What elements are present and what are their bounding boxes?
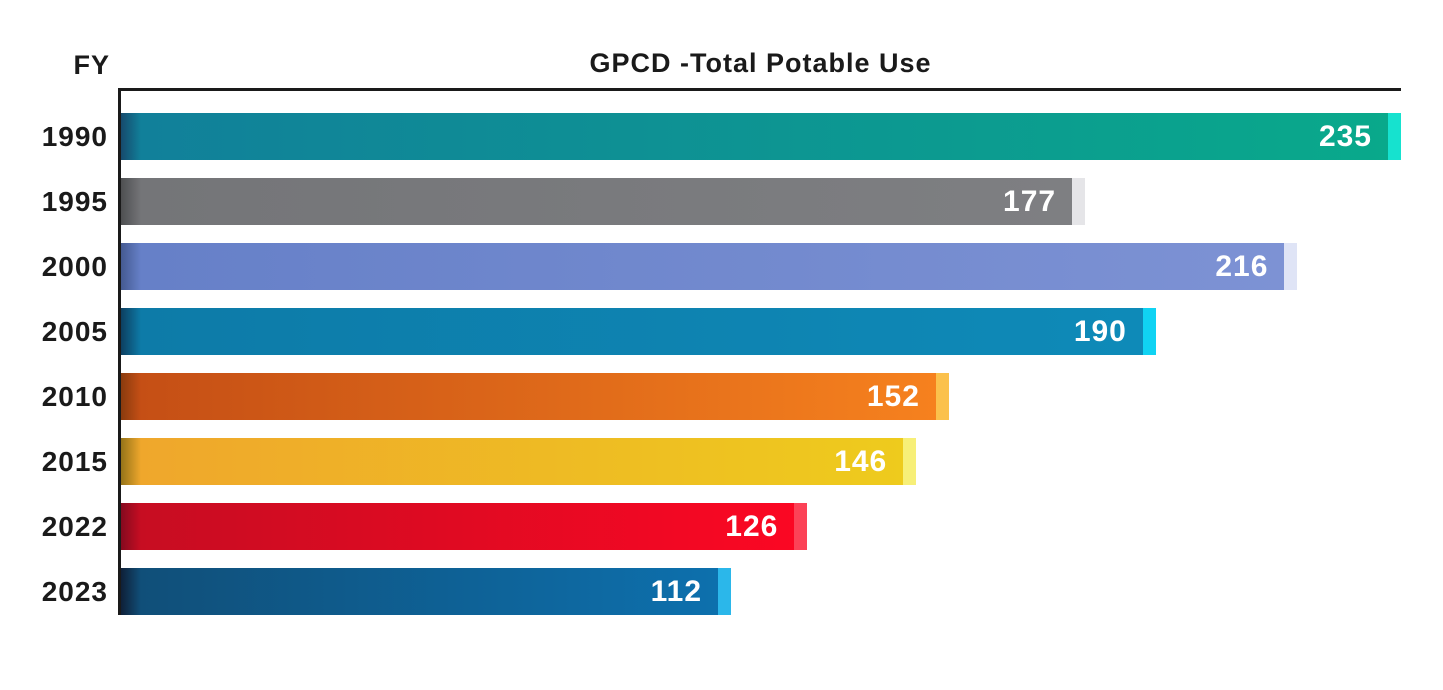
bar-fill: 152 bbox=[121, 373, 936, 420]
bar-fill: 112 bbox=[121, 568, 719, 615]
bar-value-label: 190 bbox=[1073, 314, 1127, 348]
year-label: 2023 bbox=[41, 576, 108, 607]
year-label: 1990 bbox=[41, 121, 108, 152]
chart-title: GPCD -Total Potable Use bbox=[589, 48, 932, 78]
bar-fill: 126 bbox=[121, 503, 795, 550]
bar-row: 1990 235 bbox=[0, 113, 1443, 160]
bar-row: 2015 146 bbox=[0, 438, 1443, 485]
bar-row: 2022 126 bbox=[0, 503, 1443, 550]
bar-cap bbox=[794, 503, 808, 550]
year-label: 2010 bbox=[41, 381, 108, 412]
bar-cap bbox=[1142, 308, 1156, 355]
bar-value-label: 152 bbox=[866, 379, 920, 413]
bar-row: 2000 216 bbox=[0, 243, 1443, 290]
bar-track: 112 bbox=[121, 568, 1401, 615]
bar-track: 190 bbox=[121, 308, 1401, 355]
bar-track: 216 bbox=[121, 243, 1401, 290]
bar-fill: 216 bbox=[121, 243, 1285, 290]
bar-track: 126 bbox=[121, 503, 1401, 550]
bar-value-label: 126 bbox=[725, 509, 779, 543]
year-label: 2000 bbox=[41, 251, 108, 282]
bar-cap bbox=[1072, 178, 1086, 225]
bar: 235 bbox=[121, 113, 1401, 160]
bar-rows-container: 1990 235 1995 177 2000 bbox=[0, 113, 1443, 633]
bar-value-label: 177 bbox=[1003, 184, 1057, 218]
bar: 126 bbox=[121, 503, 808, 550]
bar-track: 235 bbox=[121, 113, 1401, 160]
bar-value-label: 235 bbox=[1318, 119, 1372, 153]
bar-row: 2023 112 bbox=[0, 568, 1443, 615]
plot-left-border bbox=[118, 88, 121, 615]
bar-cap bbox=[718, 568, 732, 615]
bar-track: 146 bbox=[121, 438, 1401, 485]
bar-value-label: 112 bbox=[650, 574, 703, 608]
y-axis-title: FY bbox=[73, 50, 110, 80]
bar-row: 2010 152 bbox=[0, 373, 1443, 420]
bar-row: 1995 177 bbox=[0, 178, 1443, 225]
year-label: 2005 bbox=[41, 316, 108, 347]
bar-fill: 177 bbox=[121, 178, 1073, 225]
bar-cap bbox=[1284, 243, 1298, 290]
bar-fill: 146 bbox=[121, 438, 904, 485]
bar-fill: 190 bbox=[121, 308, 1143, 355]
bar: 177 bbox=[121, 178, 1086, 225]
year-label: 1995 bbox=[41, 186, 108, 217]
bar: 112 bbox=[121, 568, 732, 615]
bar: 216 bbox=[121, 243, 1298, 290]
bar: 152 bbox=[121, 373, 949, 420]
bar-cap bbox=[1388, 113, 1401, 160]
bar: 190 bbox=[121, 308, 1156, 355]
bar-cap bbox=[903, 438, 917, 485]
bar-cap bbox=[935, 373, 949, 420]
bar-track: 177 bbox=[121, 178, 1401, 225]
bar-row: 2005 190 bbox=[0, 308, 1443, 355]
year-label: 2015 bbox=[41, 446, 108, 477]
bar-track: 152 bbox=[121, 373, 1401, 420]
bar: 146 bbox=[121, 438, 917, 485]
plot-top-border bbox=[118, 88, 1401, 91]
bar-fill: 235 bbox=[121, 113, 1388, 160]
year-label: 2022 bbox=[41, 511, 108, 542]
bar-value-label: 216 bbox=[1215, 249, 1269, 283]
bar-value-label: 146 bbox=[834, 444, 888, 478]
